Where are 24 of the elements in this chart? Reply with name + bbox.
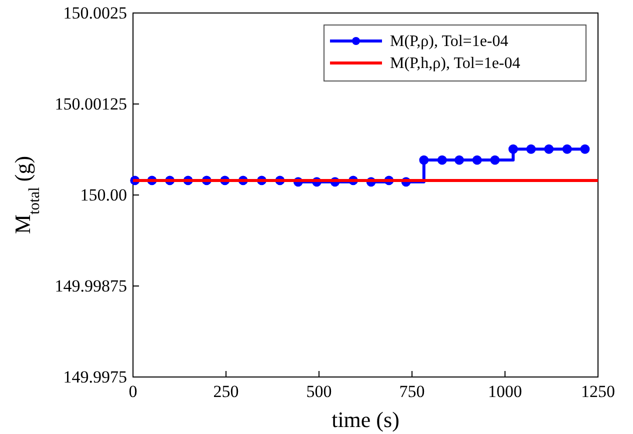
x-tick-label: 500: [306, 382, 332, 402]
legend-label: M(P,ρ), Tol=1e-04: [390, 33, 508, 50]
y-tick-label: 150.00125: [54, 94, 127, 114]
point: [508, 144, 518, 154]
x-tick-label: 250: [213, 382, 239, 402]
y-tick-label: 149.99875: [54, 276, 127, 296]
point: [454, 155, 464, 165]
point: [580, 144, 590, 154]
legend-label: M(P,h,ρ), Tol=1e-04: [390, 55, 520, 72]
y-tick-label: 149.9975: [63, 367, 127, 386]
point: [472, 155, 482, 165]
x-axis-title: time (s): [332, 407, 400, 432]
x-tick-label: 750: [399, 382, 425, 402]
x-tick-label: 0: [128, 382, 138, 402]
point: [544, 144, 554, 154]
x-tick-label: 1250: [581, 382, 615, 402]
point: [437, 155, 447, 165]
y-tick-label: 150.00: [80, 185, 127, 204]
point: [419, 155, 429, 165]
y-tick-label: 150.0025: [63, 3, 127, 22]
x-tick-label: 1000: [488, 382, 522, 402]
point: [526, 144, 536, 154]
point: [562, 144, 572, 154]
point: [490, 155, 500, 165]
